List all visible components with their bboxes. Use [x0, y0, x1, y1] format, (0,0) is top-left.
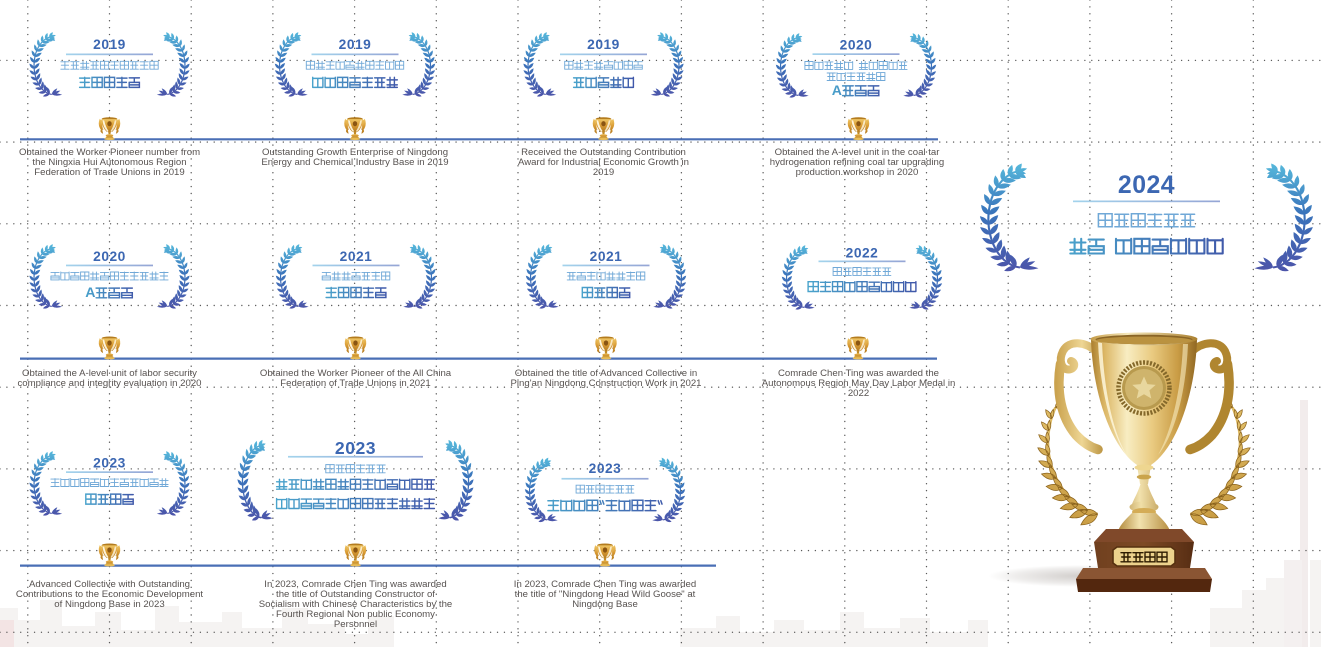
svg-text:2024: 2024 [1118, 172, 1175, 199]
svg-text:2020: 2020 [840, 38, 873, 53]
svg-text:A: A [832, 82, 842, 98]
svg-text:2023: 2023 [589, 461, 622, 476]
svg-text:A: A [85, 284, 95, 300]
svg-text:2019: 2019 [587, 37, 620, 52]
svg-text:2021: 2021 [590, 249, 623, 264]
svg-text:2022: 2022 [846, 245, 879, 260]
svg-text:2023: 2023 [335, 438, 376, 458]
svg-text:2019: 2019 [93, 37, 126, 52]
svg-text:2021: 2021 [340, 249, 373, 264]
svg-text:2020: 2020 [93, 249, 126, 264]
svg-text:2023: 2023 [93, 455, 126, 470]
svg-text:2019: 2019 [339, 37, 372, 52]
